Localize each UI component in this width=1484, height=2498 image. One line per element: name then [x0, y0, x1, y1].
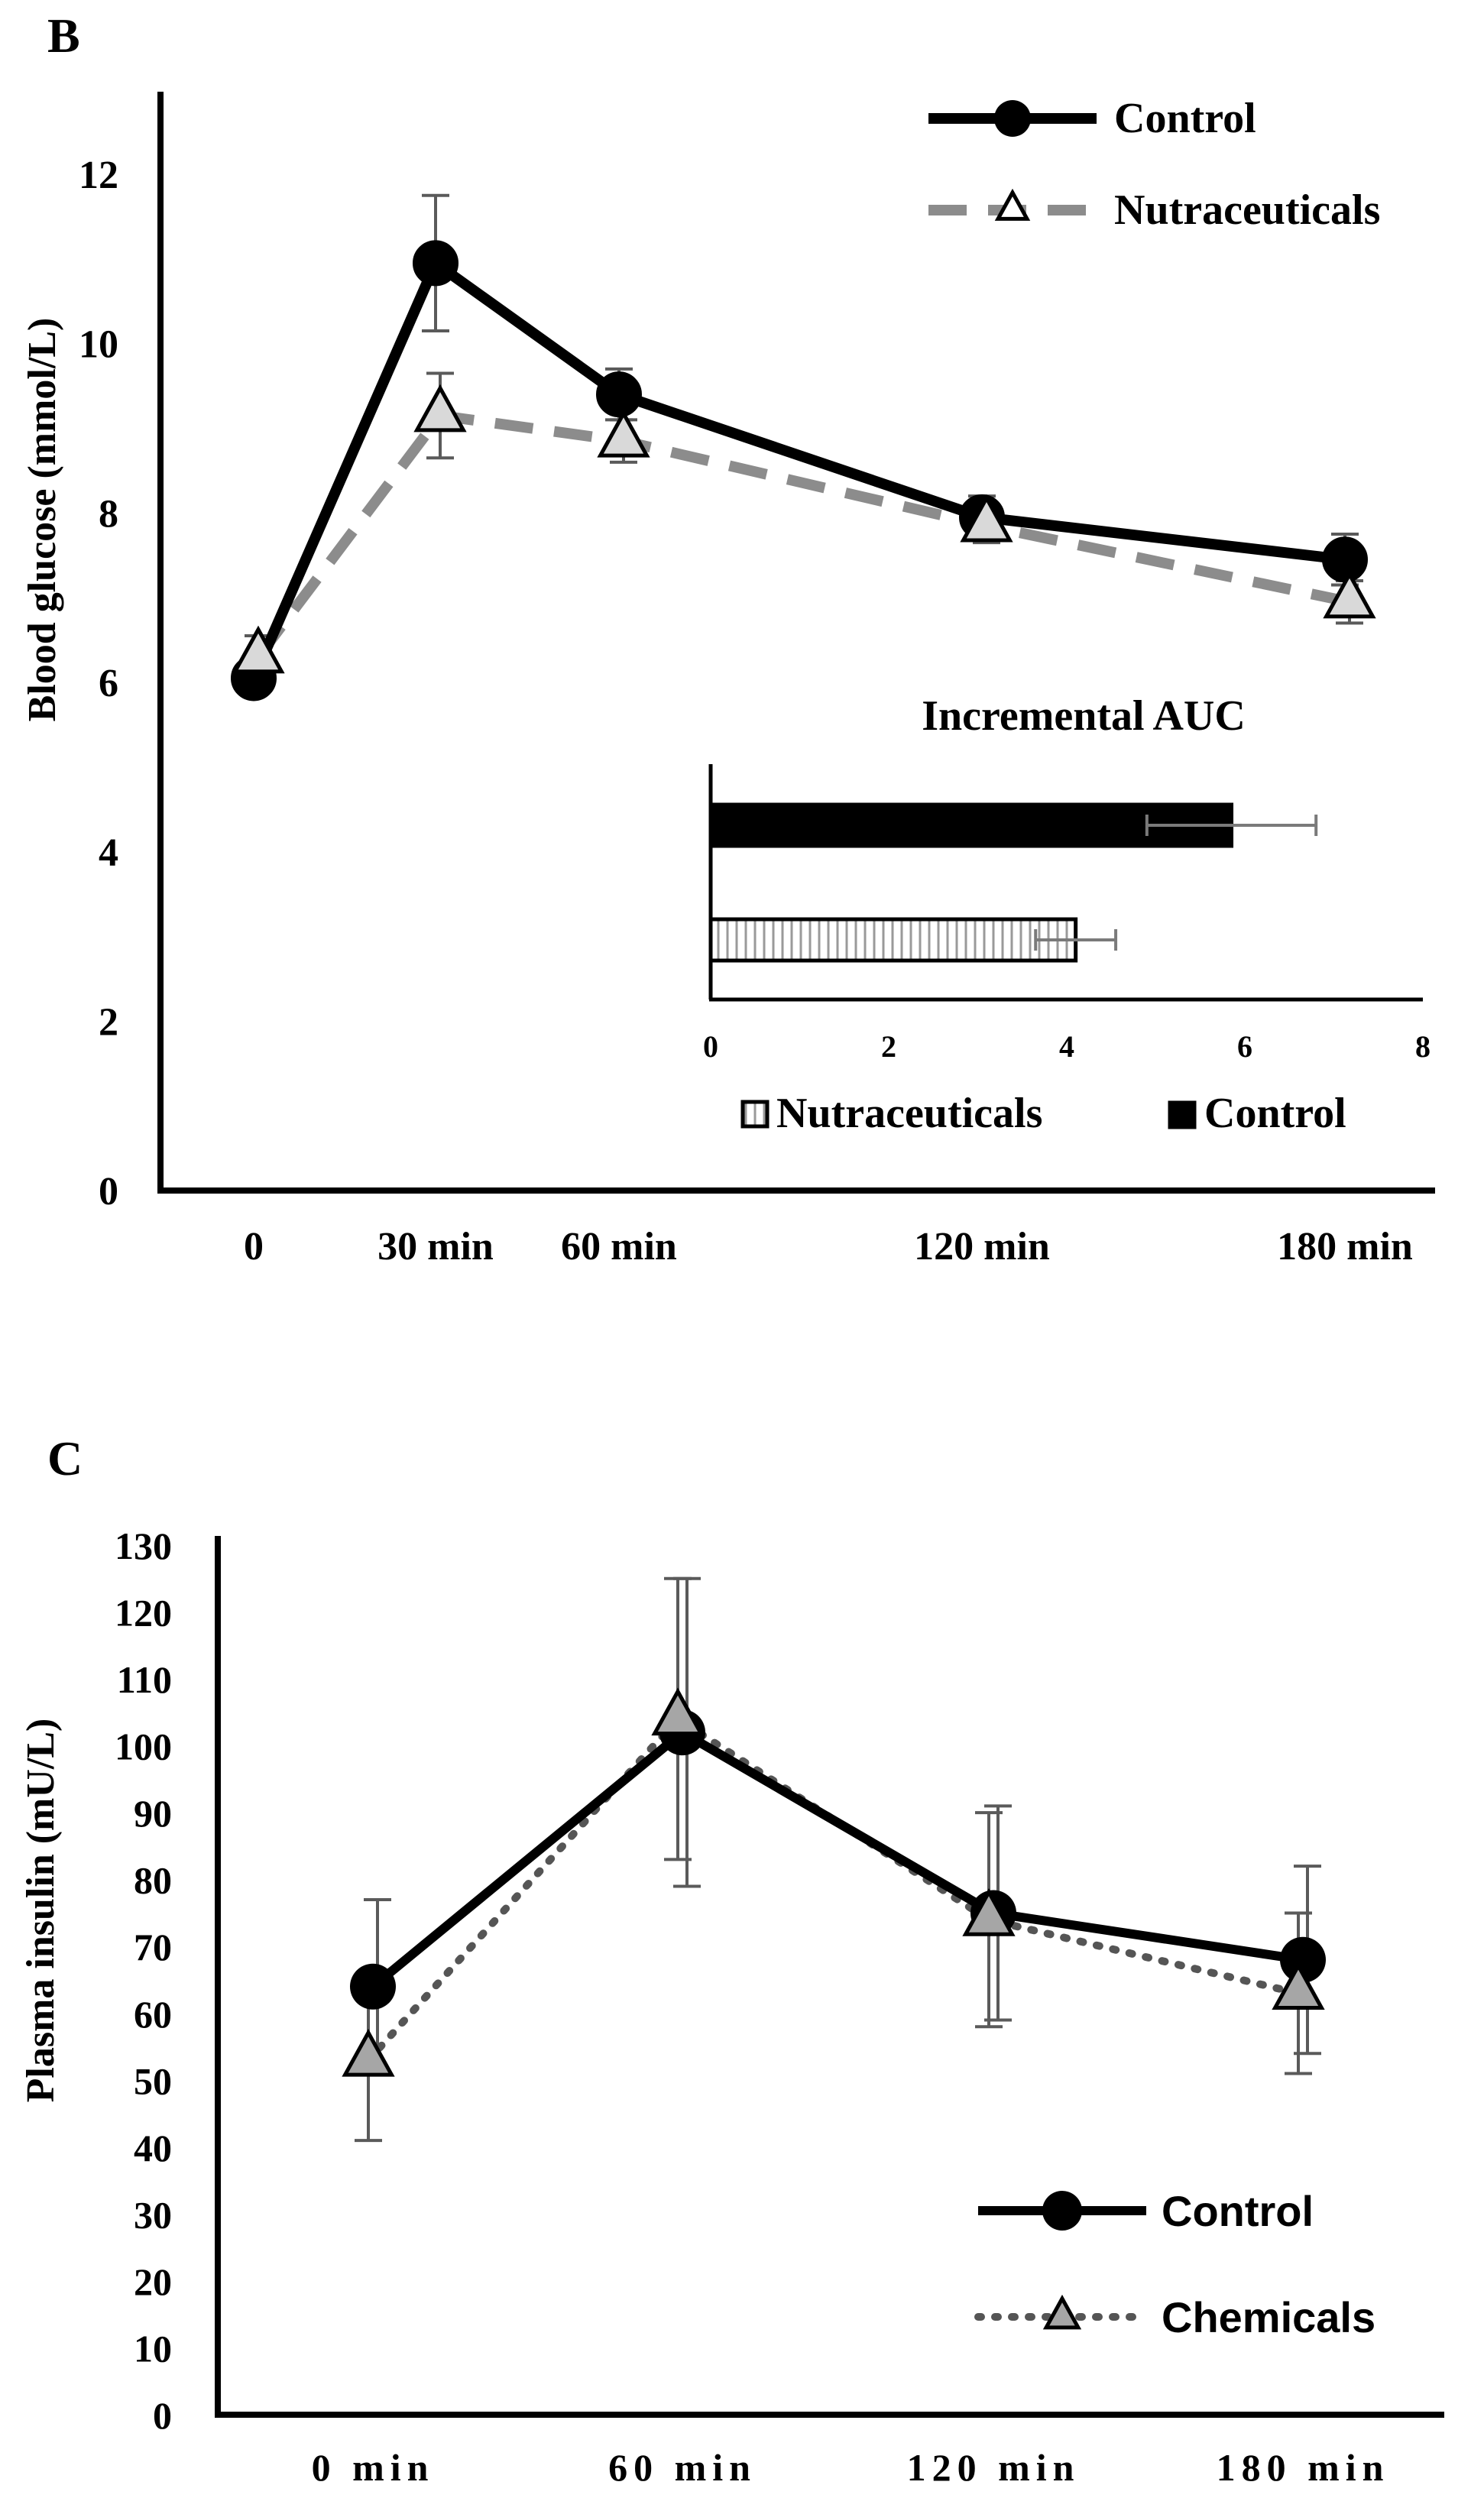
glucose-y-tick-label: 0 — [99, 1170, 118, 1213]
insulin-y-tick-label: 10 — [134, 2327, 172, 2370]
insulin-chart: Plasma insulin (mU/L) 0 10 20 30 40 50 60 70 80 9… — [19, 1524, 1444, 2489]
control-line — [370, 1726, 1304, 1991]
insulin-y-tick-label: 70 — [134, 1926, 172, 1968]
glucose-x-tick-label: 0 — [244, 1225, 264, 1268]
insulin-axes — [215, 1536, 1444, 2418]
auc-x-tick-label: 8 — [1415, 1029, 1431, 1064]
auc-x-tick-label: 6 — [1237, 1029, 1252, 1064]
legend-control-marker — [1042, 2191, 1082, 2231]
auc-legend-control-swatch — [1168, 1100, 1197, 1129]
glucose-axes — [157, 92, 1435, 1194]
auc-x-tick-label: 2 — [881, 1029, 896, 1064]
auc-nutraceuticals-bar — [708, 917, 1078, 963]
insulin-x-tick-label: 120 min — [907, 2446, 1081, 2489]
insulin-y-ticks: 0 10 20 30 40 50 60 70 80 90 100 110 120 130 — [115, 1524, 172, 2437]
chemicals-line — [365, 1714, 1302, 2065]
panel-b-letter: B — [47, 8, 80, 63]
glucose-y-tick-label: 4 — [99, 831, 118, 875]
insulin-x-ticks: 0 min 60 min 120 min 180 min — [312, 2446, 1390, 2489]
legend-nutraceuticals-marker — [994, 188, 1031, 221]
auc-inset-title: Incremental AUC — [922, 692, 1246, 740]
glucose-y-tick-label: 2 — [99, 1000, 118, 1044]
glucose-chart: Blood glucose (mmol/L) 0 2 4 6 8 10 12 0 30 min… — [21, 92, 1435, 1268]
auc-inset-x-ticks: 0 2 4 6 8 — [703, 1029, 1431, 1064]
auc-legend-nutraceuticals-swatch — [740, 1100, 770, 1129]
glucose-y-tick-label: 8 — [99, 492, 118, 536]
control-marker — [1280, 1936, 1326, 1983]
insulin-y-tick-label: 60 — [134, 1993, 172, 2036]
control-marker — [413, 240, 458, 287]
insulin-x-tick-label: 60 min — [608, 2446, 757, 2489]
auc-inset-legend: Nutraceuticals Control — [740, 1090, 1346, 1137]
insulin-y-tick-label: 50 — [134, 2059, 172, 2102]
glucose-x-ticks: 0 30 min 60 min 120 min 180 min — [244, 1225, 1413, 1268]
legend-nutraceuticals-label: Nutraceuticals — [1114, 186, 1380, 234]
nutraceuticals-marker — [597, 409, 650, 458]
control-marker — [1322, 536, 1368, 583]
chemicals-marker — [1272, 1962, 1325, 2010]
legend-chemicals-label: Chemicals — [1162, 2293, 1375, 2341]
glucose-x-tick-label: 30 min — [377, 1225, 494, 1268]
insulin-series — [342, 1576, 1326, 2143]
glucose-y-tick-label: 10 — [79, 323, 118, 367]
glucose-x-tick-label: 180 min — [1277, 1225, 1413, 1268]
auc-inset-bars — [708, 802, 1318, 963]
auc-legend-control-label: Control — [1204, 1090, 1346, 1137]
control-marker — [350, 1963, 396, 2010]
insulin-y-tick-label: 30 — [134, 2193, 172, 2236]
glucose-y-axis-label: Blood glucose (mmol/L) — [21, 318, 64, 722]
legend-control-label: Control — [1162, 2187, 1314, 2235]
glucose-y-tick-label: 12 — [79, 154, 118, 197]
glucose-x-tick-label: 60 min — [561, 1225, 677, 1268]
insulin-y-tick-label: 20 — [134, 2260, 172, 2303]
insulin-y-tick-label: 40 — [134, 2127, 172, 2169]
legend-control-marker — [994, 100, 1031, 137]
insulin-y-tick-label: 90 — [134, 1792, 172, 1835]
insulin-y-tick-label: 100 — [115, 1725, 172, 1768]
glucose-y-ticks: 0 2 4 6 8 10 12 — [79, 154, 118, 1213]
chemicals-marker — [651, 1687, 705, 1736]
glucose-legend: Control Nutraceuticals — [928, 95, 1380, 234]
insulin-y-tick-label: 120 — [115, 1592, 172, 1635]
panel-c-letter: C — [47, 1431, 83, 1486]
insulin-y-tick-label: 110 — [117, 1658, 172, 1701]
insulin-y-tick-label: 0 — [153, 2394, 172, 2437]
auc-control-bar — [708, 802, 1234, 848]
chemicals-marker — [962, 1888, 1016, 1936]
auc-x-tick-label: 4 — [1059, 1029, 1074, 1064]
auc-inset-axes — [708, 764, 1423, 1002]
glucose-y-tick-label: 6 — [99, 662, 118, 705]
insulin-legend: Control Chemicals — [974, 2187, 1375, 2341]
auc-legend-nutraceuticals-label: Nutraceuticals — [776, 1090, 1042, 1137]
glucose-x-tick-label: 120 min — [914, 1225, 1050, 1268]
auc-x-tick-label: 0 — [703, 1029, 718, 1064]
control-marker — [596, 371, 642, 418]
nutraceuticals-marker — [232, 625, 285, 674]
insulin-y-axis-label: Plasma insulin (mU/L) — [19, 1719, 63, 2103]
nutraceuticals-marker — [960, 494, 1013, 543]
control-line — [248, 254, 1346, 681]
insulin-x-tick-label: 0 min — [312, 2446, 435, 2489]
insulin-y-tick-label: 130 — [115, 1524, 172, 1567]
insulin-x-tick-label: 180 min — [1217, 2446, 1390, 2489]
legend-control-label: Control — [1114, 95, 1256, 142]
chemicals-marker — [342, 2028, 395, 2077]
nutraceuticals-marker — [413, 384, 467, 433]
legend-chemicals-marker — [1042, 2294, 1082, 2330]
glucose-series — [231, 193, 1376, 701]
nutraceuticals-marker — [1323, 570, 1376, 619]
insulin-y-tick-label: 80 — [134, 1859, 172, 1902]
auc-inset-chart: Incremental AUC 0 2 4 6 8 Nutraceuticals Cont… — [703, 692, 1431, 1137]
